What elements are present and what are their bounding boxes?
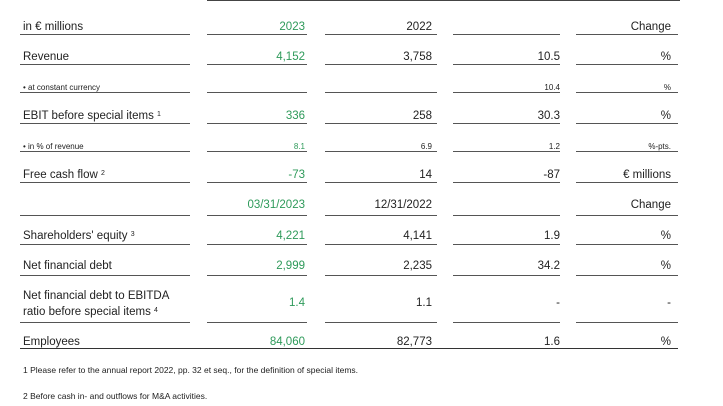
row-label-line-2: ratio before special items 4 — [23, 306, 158, 318]
change-value: - — [556, 297, 560, 309]
value-2023: 4,221 — [276, 230, 305, 242]
value-2022: 258 — [412, 110, 432, 122]
change-unit: - — [667, 297, 671, 309]
row-label: Revenue — [23, 51, 70, 63]
table-top-rule — [207, 0, 680, 1]
value-2022: 3,758 — [403, 51, 432, 63]
row-label-line-1: Net financial debt to EBITDA — [23, 290, 170, 302]
value-2022: 4,141 — [403, 230, 432, 242]
unit-header: in € millions — [23, 21, 84, 33]
change-value: 1.6 — [544, 336, 560, 348]
year-2022-header: 2022 — [406, 21, 432, 33]
value-2022: 82,773 — [396, 336, 432, 348]
footnote-1: 1 Please refer to the annual report 2022… — [23, 365, 359, 375]
row-label: Free cash flow 2 — [23, 169, 105, 181]
footnote-marker: 4 — [154, 307, 158, 314]
value-2023: 8.1 — [293, 142, 305, 151]
value-2023: 2,999 — [276, 260, 305, 272]
change-unit: % — [660, 110, 671, 122]
change-unit: %-pts. — [648, 142, 671, 151]
value-2023: 4,152 — [276, 51, 305, 63]
change-value: 10.5 — [537, 51, 560, 63]
change-unit: % — [660, 260, 671, 272]
value-2022: 14 — [419, 169, 432, 181]
row-label: • in % of revenue — [23, 142, 84, 151]
value-2023: -73 — [288, 169, 305, 181]
change-unit: % — [660, 230, 671, 242]
change-value: 10.4 — [544, 83, 560, 92]
date-2023-header: 03/31/2023 — [247, 199, 305, 211]
row-label: • at constant currency — [23, 83, 101, 92]
footnote-2: 2 Before cash in- and outflows for M&A a… — [23, 391, 208, 401]
change-header: Change — [630, 21, 671, 33]
change-value: -87 — [543, 169, 560, 181]
change-unit: € millions — [623, 169, 671, 181]
row-label: Shareholders' equity 3 — [23, 230, 135, 242]
footnote-marker: 1 — [157, 111, 161, 118]
value-2022: 1.1 — [416, 297, 432, 309]
change-unit: % — [660, 51, 671, 63]
year-2023-header: 2023 — [279, 21, 305, 33]
value-2023: 336 — [285, 110, 305, 122]
change-value: 34.2 — [537, 260, 560, 272]
footnote-marker: 3 — [130, 231, 135, 238]
change-value: 1.2 — [548, 142, 560, 151]
change-unit: % — [663, 83, 671, 92]
date-2022-header: 12/31/2022 — [374, 199, 432, 211]
value-2022: 6.9 — [420, 142, 432, 151]
row-label: Net financial debt — [23, 260, 112, 272]
change-unit: % — [660, 336, 671, 348]
row-label: EBIT before special items 1 — [23, 110, 161, 122]
value-2023: 1.4 — [289, 297, 305, 309]
value-2023: 84,060 — [269, 336, 305, 348]
change-value: 1.9 — [544, 230, 560, 242]
footnote-marker: 2 — [100, 170, 105, 177]
value-2022: 2,235 — [403, 260, 432, 272]
change-value: 30.3 — [537, 110, 560, 122]
change-header: Change — [630, 199, 671, 211]
row-label: Employees — [23, 336, 80, 348]
